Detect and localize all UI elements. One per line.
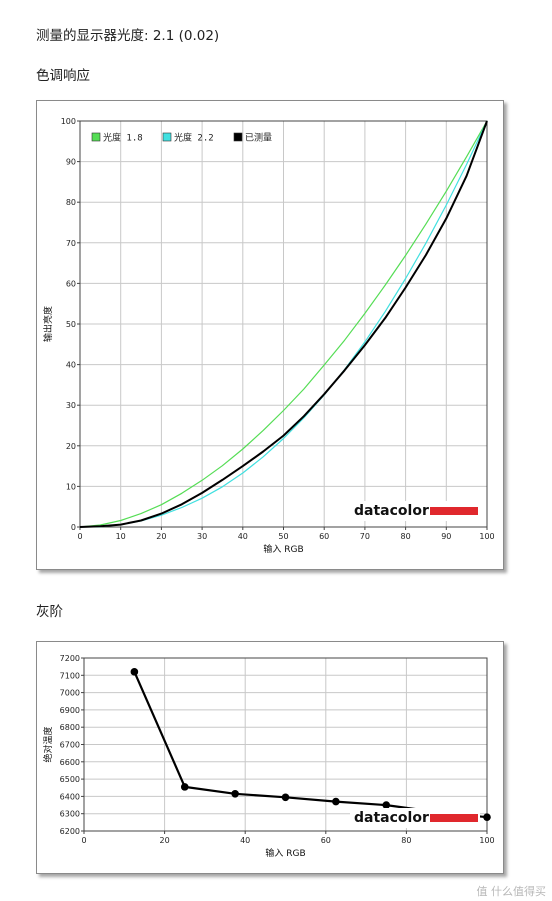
tone-series-line-0 <box>79 120 488 528</box>
tone-x-tick-label: 100 <box>479 532 494 541</box>
tone-legend-swatch-1 <box>162 132 172 142</box>
gray-data-point <box>180 783 189 791</box>
tone-y-tick-label: 30 <box>66 401 76 410</box>
tone-y-tick-label: 10 <box>66 482 76 491</box>
gray-x-axis-title: 输入 RGB <box>265 847 305 859</box>
tone-y-tick-label: 50 <box>66 320 76 329</box>
tone-response-heading: 色调响应 <box>36 68 90 84</box>
tone-x-tick-label: 20 <box>156 532 166 541</box>
tone-legend-label-2: 已测量 <box>245 133 272 144</box>
gray-y-tick-label: 7000 <box>60 689 80 698</box>
gray-data-point <box>382 801 391 809</box>
gray-x-tick-label: 0 <box>81 836 86 845</box>
gray-x-tick-label: 60 <box>321 836 331 845</box>
grayscale-chart-panel: 0 20 40 60 80 100 6200 6300 6400 6500 6600 6700 6800… <box>36 641 504 874</box>
tone-x-axis-title: 输入 RGB <box>263 543 303 555</box>
tone-brand-logo: datacolor <box>354 503 429 519</box>
tone-x-tick-label: 60 <box>319 532 329 541</box>
gray-y-tick-label: 6500 <box>60 775 80 784</box>
watermark-text: 值 什么值得买 <box>476 885 547 898</box>
tone-x-tick-label: 70 <box>360 532 370 541</box>
gray-y-tick-label: 6400 <box>60 792 80 801</box>
gray-x-tick-label: 100 <box>479 836 494 845</box>
gray-data-point <box>332 797 340 806</box>
tone-y-tick-label: 80 <box>66 198 76 207</box>
gray-y-axis-title: 绝对温度 <box>42 726 54 762</box>
tone-y-tick-label: 20 <box>66 442 76 451</box>
tone-brand-backdrop <box>350 501 480 521</box>
tone-legend-label-1: 光度 2.2 <box>174 132 214 144</box>
tone-x-tick-label: 50 <box>278 532 288 541</box>
gray-x-tick-label: 80 <box>401 836 411 845</box>
tone-response-chart: 0 10 20 30 40 50 60 70 80 90 100 0 10 20 30 40 50 60 70 80 9… <box>42 117 495 555</box>
gray-brand-bar <box>430 814 478 822</box>
tone-legend-swatch-2 <box>233 132 243 142</box>
tone-x-tick-label: 10 <box>116 532 126 541</box>
grayscale-heading: 灰阶 <box>36 604 63 620</box>
gray-y-tick-label: 6600 <box>60 758 80 767</box>
gray-y-tick-label: 6900 <box>60 706 80 715</box>
gray-y-tick-label: 6800 <box>60 723 80 732</box>
gray-y-tick-label: 6700 <box>60 741 80 750</box>
tone-series-line-2 <box>79 120 488 528</box>
gray-x-tick-label: 40 <box>240 836 250 845</box>
tone-x-tick-label: 40 <box>238 532 248 541</box>
tone-y-tick-label: 60 <box>66 279 76 288</box>
tone-legend-swatch-0 <box>91 132 101 142</box>
tone-legend-label-0: 光度 1.8 <box>103 132 143 144</box>
tone-y-tick-label: 100 <box>61 117 76 126</box>
tone-y-tick-label: 90 <box>66 158 76 167</box>
gray-brand-logo: datacolor <box>354 810 429 826</box>
gray-brand-backdrop <box>350 808 480 828</box>
tone-x-tick-label: 30 <box>197 532 207 541</box>
tone-x-tick-label: 0 <box>77 532 82 541</box>
gray-data-point <box>281 793 290 802</box>
gamma-label: 测量的显示器光度: 2.1 (0.02) <box>36 28 220 44</box>
tone-brand-bar <box>430 507 478 515</box>
gray-data-point <box>130 668 139 676</box>
gray-y-tick-label: 6300 <box>60 810 80 819</box>
gray-y-tick-label: 6200 <box>60 827 80 836</box>
gray-data-point <box>483 813 491 821</box>
tone-y-tick-label: 0 <box>71 523 76 532</box>
tone-response-chart-panel: 0 10 20 30 40 50 60 70 80 90 100 0 10 20 30 40 50 60 70 80 9… <box>36 100 504 570</box>
gray-y-tick-label: 7100 <box>60 671 80 680</box>
gray-y-tick-label: 7200 <box>60 654 80 663</box>
tone-y-tick-label: 70 <box>66 239 76 248</box>
gray-x-tick-label: 20 <box>160 836 170 845</box>
tone-x-tick-label: 90 <box>441 532 451 541</box>
tone-y-axis-title: 输出亮度 <box>42 306 54 342</box>
tone-y-tick-label: 40 <box>66 361 76 370</box>
grayscale-chart: 0 20 40 60 80 100 6200 6300 6400 6500 6600 6700 6800… <box>42 654 495 859</box>
gray-data-point <box>231 790 239 798</box>
tone-x-tick-label: 80 <box>401 532 411 541</box>
